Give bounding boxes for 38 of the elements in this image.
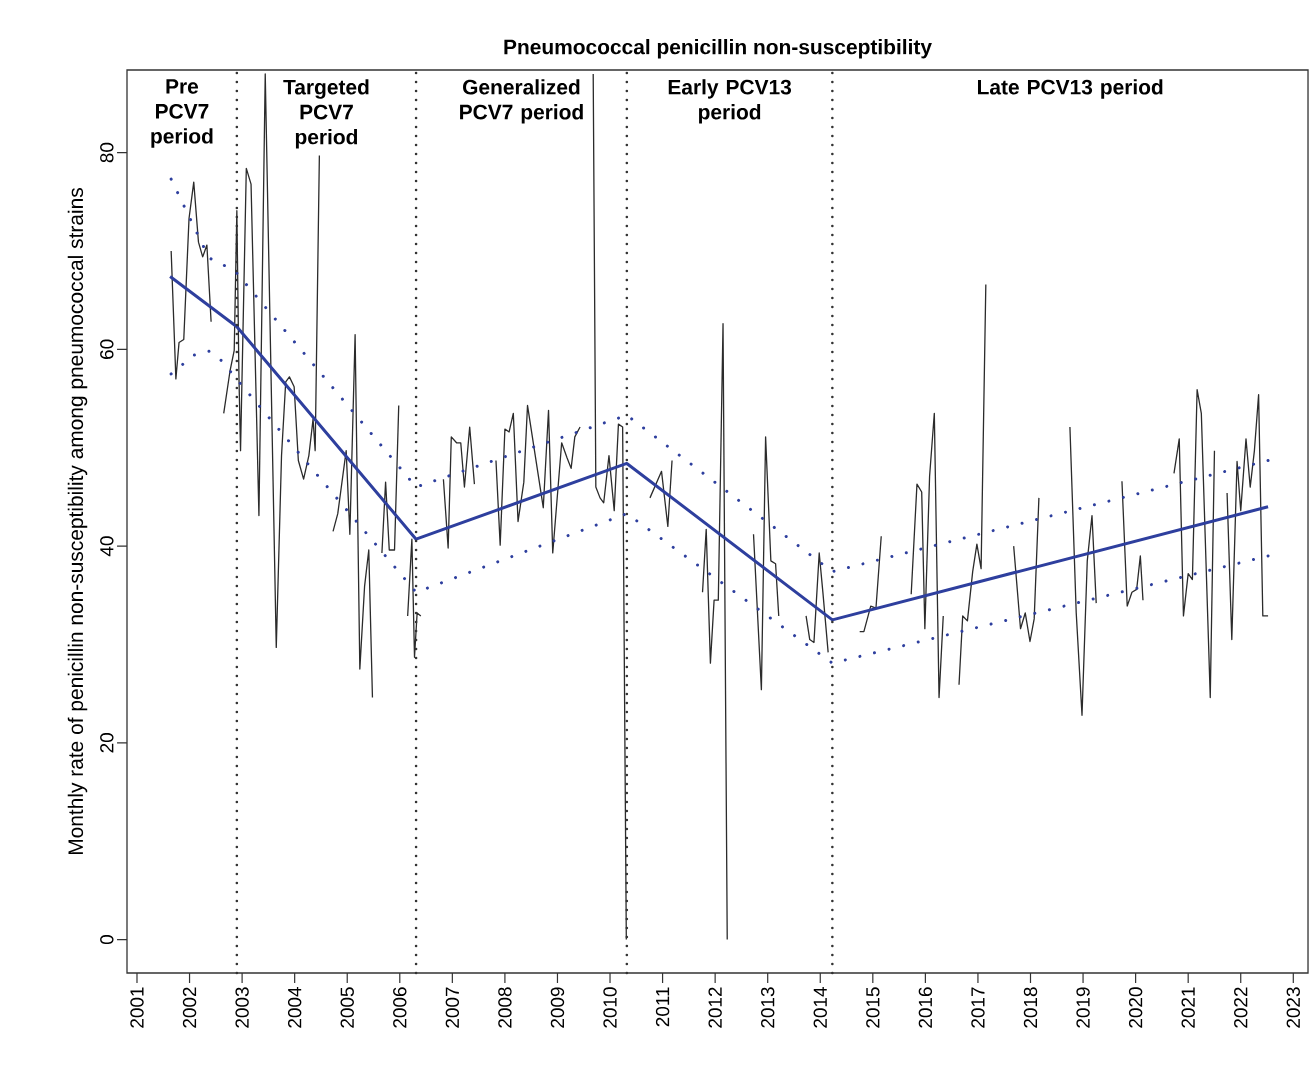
annotation: Pre PCV7 period — [151, 79, 213, 148]
line-series — [169, 349, 1270, 665]
x-tick-label: 2011 — [655, 987, 670, 1027]
chart-title: Pneumococcal penicillin non-susceptibility — [504, 38, 932, 59]
x-tick-label: 2002 — [182, 987, 197, 1028]
annotation: Early PCV13 period — [668, 79, 792, 124]
x-tick-label: 2014 — [813, 987, 827, 1028]
x-tick-label: 2007 — [445, 987, 460, 1028]
x-tick-label: 2003 — [235, 987, 249, 1028]
x-tick-label: 2016 — [918, 987, 933, 1028]
x-tick-label: 2012 — [708, 987, 722, 1028]
x-tick-label: 2013 — [761, 987, 775, 1028]
line-series — [168, 275, 1270, 622]
x-tick-label: 2006 — [393, 987, 407, 1028]
annotation: Late PCV13 period — [978, 79, 1163, 99]
x-tick-label: 2010 — [603, 987, 617, 1028]
y-tick-label: 20 — [100, 733, 114, 753]
annotation: Generalized PCV7 period — [460, 79, 583, 124]
x-tick-label: 2008 — [498, 987, 512, 1028]
y-tick-label: 0 — [100, 935, 114, 945]
x-tick-label: 2022 — [1234, 987, 1248, 1028]
line-series — [169, 177, 1270, 574]
x-tick-label: 2001 — [130, 987, 144, 1028]
y-tick-label: 40 — [100, 536, 114, 557]
x-tick-label: 2021 — [1181, 987, 1195, 1028]
x-tick-label: 2023 — [1286, 987, 1300, 1028]
x-tick-label: 2015 — [866, 987, 880, 1028]
x-tick-label: 2018 — [1023, 987, 1038, 1028]
y-tick-label: 60 — [100, 339, 114, 359]
annotation: Targeted PCV7 period — [283, 79, 369, 149]
y-tick-label: 80 — [100, 142, 114, 163]
x-tick-label: 2005 — [340, 987, 354, 1028]
x-tick-label: 2017 — [971, 987, 985, 1028]
x-tick-label: 2009 — [550, 987, 565, 1028]
x-tick-label: 2019 — [1076, 987, 1090, 1028]
y-axis-title: Monthly rate of penicillin non-susceptibility among pneumococcal strains — [67, 188, 88, 855]
x-tick-label: 2020 — [1128, 987, 1143, 1028]
x-tick-label: 2004 — [287, 987, 302, 1028]
